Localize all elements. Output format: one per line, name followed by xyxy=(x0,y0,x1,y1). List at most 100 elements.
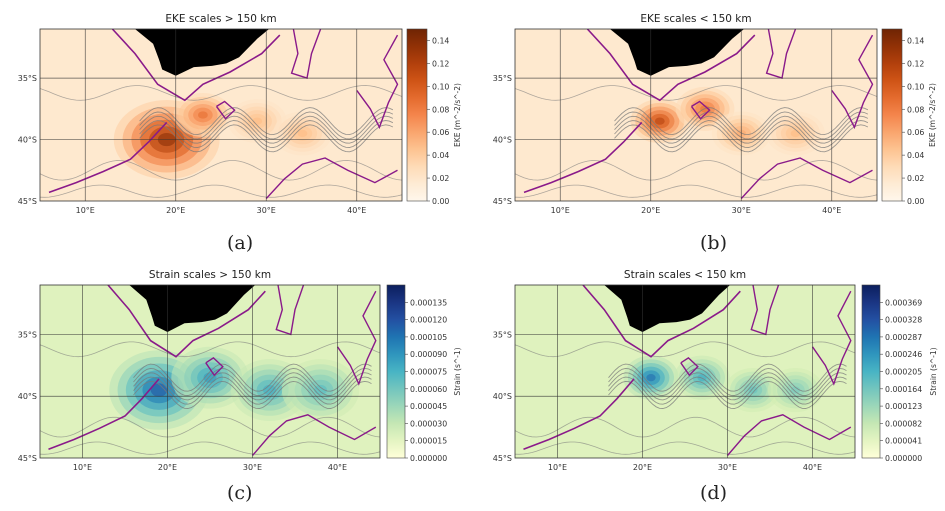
ssh-contour xyxy=(40,441,380,455)
x-tick-label: 30°E xyxy=(732,206,751,215)
ssh-contour xyxy=(515,160,877,181)
plateau-contour xyxy=(680,357,699,377)
colorbar-tick-label: 0.000120 xyxy=(410,316,447,325)
eke-hotspot-2 xyxy=(748,386,758,394)
y-tick-label: 40°S xyxy=(493,392,512,401)
colorbar-tick-label: 0.000045 xyxy=(410,402,447,411)
ridge-contour xyxy=(336,290,377,386)
colorbar-tick-label: 0.08 xyxy=(432,105,449,114)
eke-hotspot-0 xyxy=(646,373,656,382)
ssh-contour xyxy=(40,416,380,438)
x-tick-label: 10°E xyxy=(76,206,95,215)
ridge-contour xyxy=(523,378,635,451)
ridge-contour xyxy=(48,121,168,194)
ridge-contour xyxy=(265,157,398,199)
y-tick-label: 35°S xyxy=(493,74,512,83)
colorbar-tick-label: 0.14 xyxy=(907,36,924,45)
shelf-contour xyxy=(111,29,281,102)
colorbar-tick-label: 0.02 xyxy=(907,174,924,183)
colorbar-tick-label: 0.000000 xyxy=(885,454,922,463)
panel-c: Strain scales > 150 km 10°E 20°E 30°E 40°E 35… xyxy=(18,269,462,472)
plateau-contour xyxy=(205,357,224,377)
colorbar-tick-label: 0.000328 xyxy=(885,316,922,325)
colorbar-tick-label: 0.000030 xyxy=(410,419,447,428)
x-tick-label: 30°E xyxy=(243,463,262,472)
land-mass xyxy=(604,285,730,332)
shelf-contour xyxy=(586,29,756,102)
colorbar-tick-label: 0.14 xyxy=(432,36,449,45)
colorbar-tick-label: 0.000164 xyxy=(885,385,922,394)
colorbar-tick-label: 0.000041 xyxy=(885,437,922,446)
colorbar-tick-label: 0.10 xyxy=(432,82,449,91)
y-tick-label: 45°S xyxy=(18,454,37,463)
map-area xyxy=(40,285,380,458)
caption-c: (c) xyxy=(227,482,253,504)
colorbar-tick-label: 0.000075 xyxy=(410,368,447,377)
y-tick-label: 40°S xyxy=(18,136,37,145)
y-tick-label: 35°S xyxy=(18,74,37,83)
x-tick-label: 20°E xyxy=(633,463,652,472)
colorbar-tick-label: 0.000287 xyxy=(885,333,922,342)
colorbar-label: EKE (m^-2/s^-2) xyxy=(453,83,462,147)
x-tick-label: 40°E xyxy=(822,206,841,215)
colorbar-tick-label: 0.02 xyxy=(432,174,449,183)
eke-hotspot-0 xyxy=(654,117,665,125)
colorbar-tick-label: 0.06 xyxy=(432,128,449,137)
x-tick-label: 10°E xyxy=(73,463,92,472)
colorbar-tick-label: 0.00 xyxy=(907,197,924,206)
map-frame xyxy=(514,284,856,459)
shelf-contour xyxy=(582,285,741,358)
ridge-contour xyxy=(356,34,399,130)
colorbar xyxy=(861,284,881,459)
colorbar-tick-label: 0.06 xyxy=(907,128,924,137)
y-tick-label: 35°S xyxy=(18,330,37,339)
caption-b: (b) xyxy=(700,232,727,254)
ssh-contour xyxy=(40,184,402,198)
ridge-contour xyxy=(523,121,643,194)
map-area xyxy=(515,285,855,458)
eke-hotspot-3 xyxy=(790,386,801,394)
panel-title: Strain scales > 150 km xyxy=(149,269,271,281)
colorbar-tick-label: 0.000015 xyxy=(410,437,447,446)
eke-hotspot-3 xyxy=(790,129,801,138)
shelf-contour xyxy=(107,285,266,358)
panel-d: Strain scales < 150 km 10°E 20°E 30°E 40°E 35… xyxy=(493,269,938,472)
x-tick-label: 30°E xyxy=(718,463,737,472)
y-tick-label: 45°S xyxy=(493,197,512,206)
ssh-contour xyxy=(515,341,855,358)
plateau-contour xyxy=(215,100,236,120)
ssh-contour xyxy=(40,85,402,101)
x-tick-label: 40°E xyxy=(347,206,366,215)
colorbar-tick-label: 0.000123 xyxy=(885,402,922,411)
plateau-contour xyxy=(290,29,322,80)
y-tick-label: 35°S xyxy=(493,330,512,339)
colorbar xyxy=(386,284,406,459)
land-mass xyxy=(610,29,744,76)
caption-d: (d) xyxy=(700,482,727,504)
x-tick-label: 20°E xyxy=(641,206,660,215)
caption-a: (a) xyxy=(227,232,254,254)
ssh-contour xyxy=(40,341,380,358)
colorbar-tick-label: 0.00 xyxy=(432,197,449,206)
x-tick-label: 30°E xyxy=(257,206,276,215)
colorbar-label: EKE (m^-2/s^-2) xyxy=(928,83,937,147)
colorbar-label: Strain (s^-1) xyxy=(453,347,462,395)
panel-title: Strain scales < 150 km xyxy=(624,269,746,281)
map-frame xyxy=(514,28,878,202)
x-tick-label: 20°E xyxy=(158,463,177,472)
ssh-contour xyxy=(515,441,855,455)
x-tick-label: 40°E xyxy=(803,463,822,472)
ssh-contour xyxy=(515,184,877,198)
colorbar-tick-label: 0.12 xyxy=(432,59,449,68)
eke-hotspot-3 xyxy=(297,129,308,138)
colorbar-tick-label: 0.000369 xyxy=(885,298,922,307)
colorbar-tick-label: 0.000135 xyxy=(410,298,447,307)
colorbar-tick-label: 0.000090 xyxy=(410,350,447,359)
plateau-contour xyxy=(750,285,780,336)
land-mass xyxy=(129,285,256,332)
colorbar xyxy=(406,28,428,202)
panel-b: EKE scales < 150 km 10°E 20°E 30°E 40°E 35°S 4… xyxy=(493,13,937,215)
ridge-contour xyxy=(251,414,377,456)
panel-title: EKE scales < 150 km xyxy=(640,13,751,25)
